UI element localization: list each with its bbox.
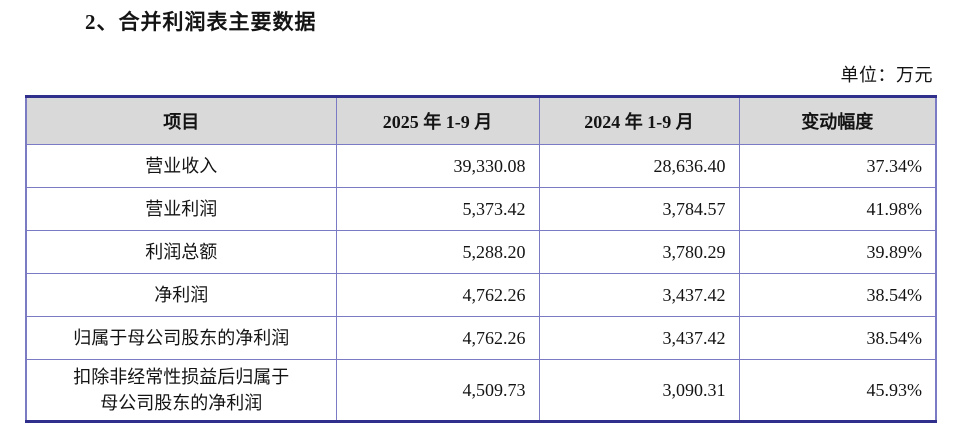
header-2024-period: 2024 年 1-9 月 — [538, 96, 740, 145]
header-change: 变动幅度 — [738, 96, 937, 145]
cell-2024-value: 3,437.42 — [538, 273, 740, 317]
cell-2025-value: 39,330.08 — [335, 144, 540, 188]
table-row-operating-profit: 营业利润 5,373.42 3,784.57 41.98% — [25, 187, 937, 231]
header-2025-period: 2025 年 1-9 月 — [335, 96, 540, 145]
cell-2024-value: 3,437.42 — [538, 316, 740, 360]
cell-item: 营业收入 — [25, 144, 337, 188]
cell-change-value: 38.54% — [738, 273, 937, 317]
profit-table: 项目 2025 年 1-9 月 2024 年 1-9 月 变动幅度 营业收入 3… — [25, 95, 937, 423]
cell-2025-value: 4,509.73 — [335, 359, 540, 422]
cell-item: 营业利润 — [25, 187, 337, 231]
cell-2024-value: 28,636.40 — [538, 144, 740, 188]
cell-item: 扣除非经常性损益后归属于 母公司股东的净利润 — [25, 359, 337, 422]
cell-change-value: 38.54% — [738, 316, 937, 360]
table-row-net-profit-parent: 归属于母公司股东的净利润 4,762.26 3,437.42 38.54% — [25, 316, 937, 360]
cell-2024-value: 3,784.57 — [538, 187, 740, 231]
cell-2025-value: 5,288.20 — [335, 230, 540, 274]
table-header-row: 项目 2025 年 1-9 月 2024 年 1-9 月 变动幅度 — [25, 96, 937, 145]
table-row-operating-revenue: 营业收入 39,330.08 28,636.40 37.34% — [25, 144, 937, 188]
cell-2025-value: 4,762.26 — [335, 273, 540, 317]
cell-item: 归属于母公司股东的净利润 — [25, 316, 337, 360]
section-title: 2、合并利润表主要数据 — [85, 10, 317, 34]
cell-item: 净利润 — [25, 273, 337, 317]
cell-2024-value: 3,090.31 — [538, 359, 740, 422]
cell-change-value: 39.89% — [738, 230, 937, 274]
table-row-net-profit-deducted: 扣除非经常性损益后归属于 母公司股东的净利润 4,509.73 3,090.31… — [25, 359, 937, 422]
cell-2025-value: 5,373.42 — [335, 187, 540, 231]
table-row-net-profit: 净利润 4,762.26 3,437.42 38.54% — [25, 273, 937, 317]
table-row-total-profit: 利润总额 5,288.20 3,780.29 39.89% — [25, 230, 937, 274]
cell-2024-value: 3,780.29 — [538, 230, 740, 274]
cell-2025-value: 4,762.26 — [335, 316, 540, 360]
cell-item: 利润总额 — [25, 230, 337, 274]
cell-change-value: 45.93% — [738, 359, 937, 422]
header-item: 项目 — [25, 96, 337, 145]
unit-label: 单位：万元 — [840, 65, 933, 85]
cell-change-value: 37.34% — [738, 144, 937, 188]
cell-change-value: 41.98% — [738, 187, 937, 231]
